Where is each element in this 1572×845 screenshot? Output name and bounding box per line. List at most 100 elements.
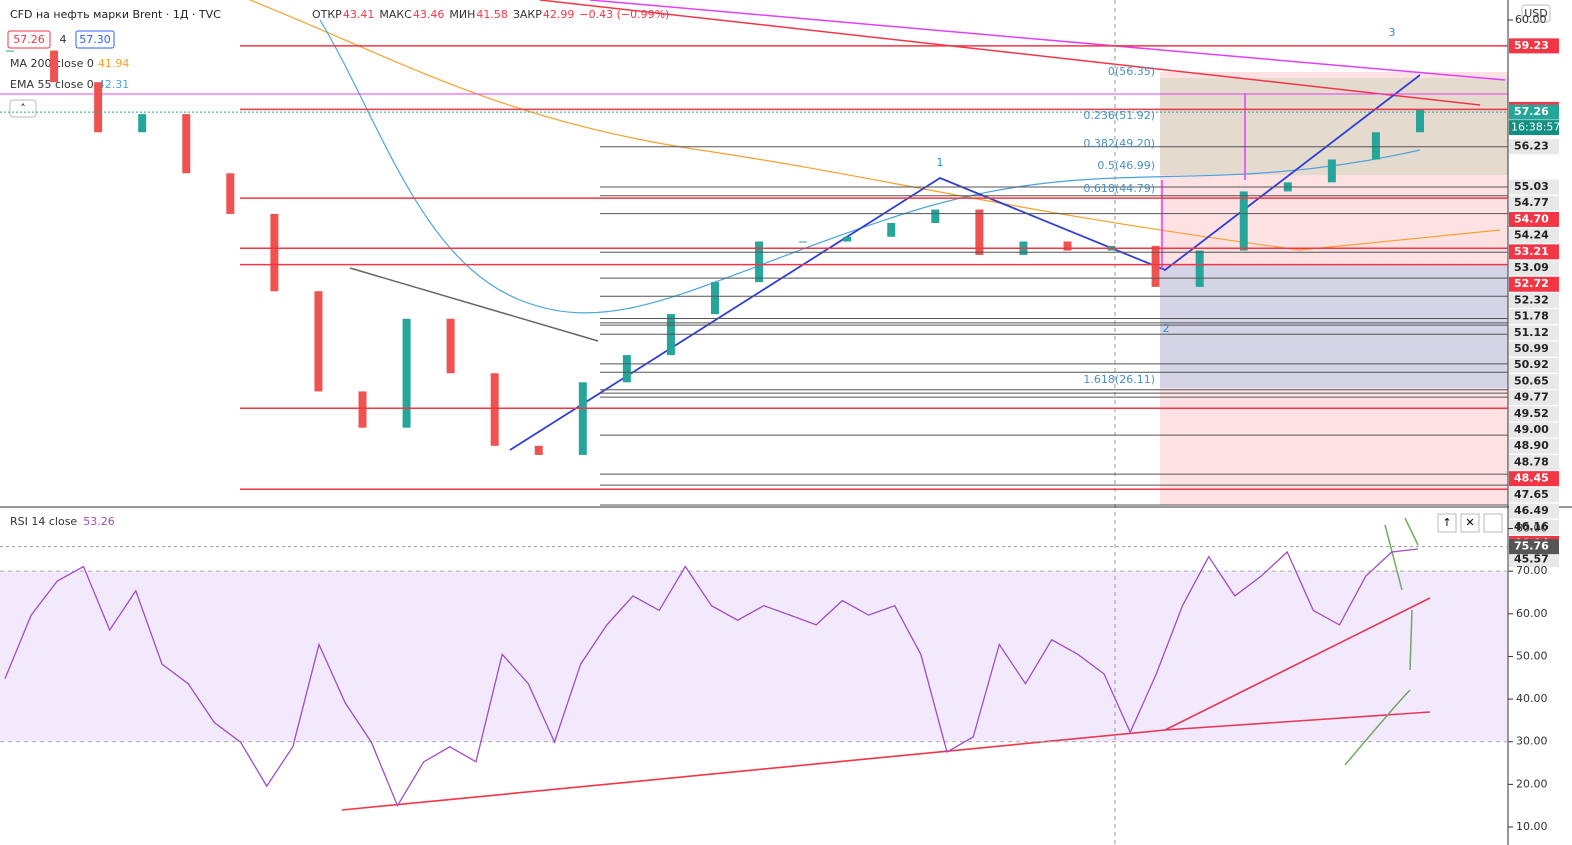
button-up[interactable] <box>1437 513 1457 533</box>
candle <box>1416 109 1424 133</box>
indicator-value: 42.31 <box>98 78 130 91</box>
spread: 4 <box>60 33 67 46</box>
fib-label: 0.618(44.79) <box>1083 182 1155 195</box>
price-tag-label: 48.45 <box>1514 472 1549 485</box>
candle <box>94 82 103 133</box>
rsi-tag-label: 75.76 <box>1514 540 1549 553</box>
price-tag <box>1509 552 1559 568</box>
data-layer: CFD на нефть марки Brent · 1Д · TVC ОТКР 4… <box>0 4 1560 833</box>
button-icon: ˄ <box>20 102 26 115</box>
rsi-trend <box>341 729 1166 811</box>
rsi-tag <box>1509 539 1559 555</box>
y-tick-label: 60.00 <box>1515 13 1547 26</box>
candle <box>887 223 896 237</box>
change: −0.43 (−0.99%) <box>579 8 669 21</box>
price-tag-label: 50.92 <box>1514 358 1549 371</box>
candle <box>799 241 808 243</box>
ema-55 <box>319 19 1421 314</box>
fib-label: 0.382(49.20) <box>1083 137 1155 150</box>
price-tag <box>1509 390 1559 406</box>
price-tag-label: 48.90 <box>1514 439 1549 452</box>
button-close[interactable] <box>1460 513 1480 533</box>
price-tag <box>1509 454 1559 470</box>
price-tag-label: 46.16 <box>1514 520 1549 533</box>
price-tag-label: 50.99 <box>1514 342 1549 355</box>
panel-buttons: ↑ ✕ <box>1437 513 1503 533</box>
price-tag-label: 55.03 <box>1514 180 1549 193</box>
price-tag-label: 59.23 <box>1514 39 1549 52</box>
stat-value: 43.46 <box>413 8 445 21</box>
price-tag-label: 46.49 <box>1514 504 1549 517</box>
price-tag-label: 50.65 <box>1514 374 1549 387</box>
last-price-tag <box>1509 104 1559 120</box>
price-tag <box>1509 276 1559 292</box>
y-tick-label: 20.00 <box>1516 777 1548 790</box>
trend-line <box>539 0 1481 106</box>
fib-label: 0(56.35) <box>1108 65 1155 78</box>
price-tag <box>1509 325 1559 341</box>
bid: 57.26 <box>13 33 45 46</box>
price-tag <box>1509 503 1559 519</box>
candle <box>534 445 543 455</box>
stat-value: 41.58 <box>476 8 508 21</box>
price-tag <box>1509 244 1559 260</box>
candle <box>1195 250 1204 287</box>
price-tag <box>1509 357 1559 373</box>
trend-line <box>589 0 1506 81</box>
price-tag <box>1509 341 1559 357</box>
candle <box>314 291 323 392</box>
candle <box>843 236 852 242</box>
price-tag-label: 51.78 <box>1514 310 1549 323</box>
candle <box>358 391 367 428</box>
wave-line <box>509 74 1421 451</box>
wave-label: 2 <box>1163 322 1170 335</box>
candle <box>1327 159 1336 183</box>
last-price-label: 57.26 <box>1514 105 1549 118</box>
rsi-trend <box>1164 597 1431 731</box>
price-tag-label: 52.32 <box>1514 293 1549 306</box>
candle <box>1063 241 1072 251</box>
price-tag <box>1509 406 1559 422</box>
price-tag <box>1509 260 1559 276</box>
price-tag-label: 54.77 <box>1514 196 1549 209</box>
rsi-title: RSI 14 close <box>10 515 77 528</box>
currency: USD <box>1524 7 1548 20</box>
indicator-value: 41.94 <box>98 57 130 70</box>
ask: 57.30 <box>79 33 111 46</box>
y-tick-label: 80.00 <box>1516 522 1548 535</box>
price-tag-label: 49.52 <box>1514 407 1549 420</box>
candle <box>975 209 984 255</box>
collapse-button[interactable] <box>9 99 37 118</box>
risk-zone <box>1160 72 1508 505</box>
button-maximize[interactable] <box>1483 513 1503 533</box>
ma-200 <box>249 0 1501 251</box>
stat-label: ОТКР <box>312 8 342 21</box>
y-tick-label: 30.00 <box>1516 735 1548 748</box>
price-tag <box>1509 438 1559 454</box>
button-icon: ✕ <box>1465 516 1474 529</box>
candle <box>1371 132 1380 160</box>
candle <box>1151 245 1160 287</box>
price-tag <box>1509 228 1559 244</box>
price-tag <box>1509 292 1559 308</box>
candle <box>270 213 279 292</box>
price-tag <box>1509 195 1559 211</box>
price-tag-label: 49.77 <box>1514 391 1549 404</box>
price-tag-label: 51.12 <box>1514 326 1549 339</box>
fib-label: 1.618(26.11) <box>1083 373 1155 386</box>
y-tick-label: 70.00 <box>1516 564 1548 577</box>
candle <box>490 373 499 446</box>
price-tag <box>1509 422 1559 438</box>
price-tag-label: 48.78 <box>1514 455 1549 468</box>
rsi-trend <box>1164 711 1431 731</box>
rsi-value: 53.26 <box>83 515 115 528</box>
price-tag <box>1509 139 1559 155</box>
rsi-line <box>4 548 1419 808</box>
price-tag <box>1509 309 1559 325</box>
price-tag-label: 54.24 <box>1514 229 1549 242</box>
price-tag-label: 53.21 <box>1514 245 1549 258</box>
ask-box <box>75 30 115 49</box>
candle <box>622 355 631 383</box>
countdown: 16:38:57 <box>1511 121 1560 134</box>
